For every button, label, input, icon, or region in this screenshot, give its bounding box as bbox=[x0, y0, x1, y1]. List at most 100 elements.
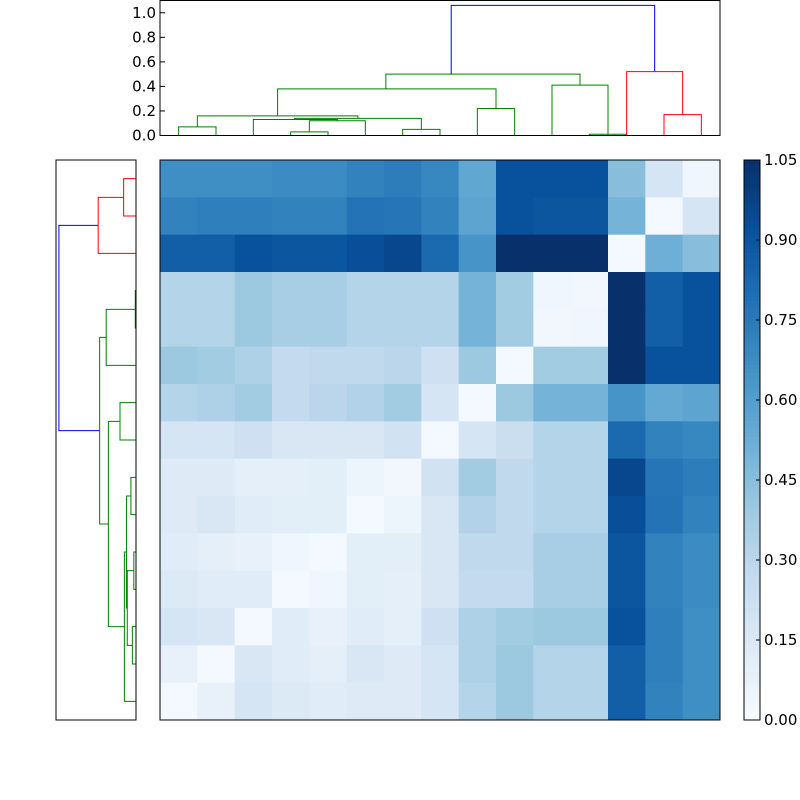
colorbar-segment bbox=[744, 420, 760, 425]
heatmap-cell bbox=[197, 570, 236, 609]
colorbar-segment bbox=[744, 332, 760, 337]
heatmap-cell bbox=[421, 533, 460, 572]
heatmap-cell bbox=[682, 421, 721, 460]
colorbar-gradient bbox=[744, 160, 760, 721]
heatmap-cell bbox=[160, 682, 198, 721]
heatmap-cell bbox=[160, 533, 198, 572]
heatmap-cell bbox=[645, 309, 684, 348]
heatmap-cell bbox=[645, 384, 684, 422]
heatmap-cell bbox=[682, 272, 721, 310]
heatmap-cell bbox=[384, 234, 422, 273]
colorbar-segment bbox=[744, 244, 760, 249]
heatmap-cell bbox=[234, 570, 273, 609]
heatmap-cell bbox=[608, 608, 646, 646]
heatmap-cell bbox=[533, 533, 572, 572]
heatmap-cell bbox=[645, 458, 684, 497]
colorbar-tick-label: 0.45 bbox=[764, 471, 797, 489]
heatmap-cell bbox=[496, 421, 534, 460]
colorbar-segment bbox=[744, 696, 760, 701]
colorbar-segment bbox=[744, 604, 760, 609]
heatmap-cell bbox=[197, 384, 236, 422]
colorbar-segment bbox=[744, 660, 760, 665]
dendrogram-link-blue bbox=[450, 4, 656, 75]
heatmap-cell bbox=[608, 346, 646, 385]
colorbar-segment bbox=[744, 548, 760, 553]
y-tick-label: 0.0 bbox=[132, 127, 156, 145]
colorbar-segment bbox=[744, 276, 760, 281]
heatmap-cell bbox=[645, 346, 684, 385]
heatmap-cell bbox=[645, 645, 684, 684]
heatmap-cell bbox=[197, 234, 236, 273]
colorbar-segment bbox=[744, 440, 760, 445]
heatmap-cell bbox=[160, 309, 198, 348]
colorbar-segment bbox=[744, 240, 760, 245]
heatmap-cell bbox=[682, 645, 721, 684]
colorbar-segment bbox=[744, 520, 760, 525]
heatmap-cell bbox=[458, 421, 497, 460]
heatmap-cell bbox=[384, 384, 422, 422]
heatmap-cell bbox=[608, 197, 646, 236]
heatmap-cell bbox=[272, 309, 310, 348]
heatmap-cell bbox=[458, 570, 497, 609]
dendrogram-link-green bbox=[252, 119, 338, 136]
heatmap-cell bbox=[197, 421, 236, 460]
heatmap-cell bbox=[645, 272, 684, 310]
colorbar-segment bbox=[744, 268, 760, 273]
colorbar-segment bbox=[744, 632, 760, 637]
colorbar-segment bbox=[744, 284, 760, 289]
colorbar-segment bbox=[744, 456, 760, 461]
heatmap-cell bbox=[533, 458, 572, 497]
heatmap-cell bbox=[421, 346, 460, 385]
heatmap-cell bbox=[234, 533, 273, 572]
colorbar-segment bbox=[744, 224, 760, 229]
colorbar-segment bbox=[744, 412, 760, 417]
heatmap-cell bbox=[421, 197, 460, 236]
heatmap-cell bbox=[346, 645, 385, 684]
colorbar-segment bbox=[744, 256, 760, 261]
heatmap-cell bbox=[570, 421, 609, 460]
colorbar-segment bbox=[744, 540, 760, 545]
heatmap-cell bbox=[384, 309, 422, 348]
colorbar-segment bbox=[744, 164, 760, 169]
colorbar-segment bbox=[744, 368, 760, 373]
heatmap-cell bbox=[421, 421, 460, 460]
heatmap-cell bbox=[384, 346, 422, 385]
y-tick-label: 0.2 bbox=[132, 102, 156, 120]
colorbar-segment bbox=[744, 336, 760, 341]
heatmap-cell bbox=[458, 309, 497, 348]
heatmap-cell bbox=[496, 570, 534, 609]
colorbar-segment bbox=[744, 692, 760, 697]
dendrogram-link-green bbox=[277, 88, 497, 116]
heatmap-cell bbox=[197, 309, 236, 348]
left-dendrogram-links bbox=[58, 178, 136, 702]
heatmap-cell bbox=[608, 682, 646, 721]
colorbar-segment bbox=[744, 228, 760, 233]
colorbar-frame bbox=[743, 159, 761, 721]
heatmap-cell bbox=[346, 570, 385, 609]
colorbar-segment bbox=[744, 496, 760, 501]
left-dendrogram bbox=[55, 159, 137, 721]
heatmap-cell bbox=[421, 160, 460, 198]
heatmap-cell bbox=[272, 682, 310, 721]
heatmap-cell bbox=[272, 496, 310, 534]
colorbar-segment bbox=[744, 592, 760, 597]
heatmap-cell bbox=[384, 533, 422, 572]
heatmap-cell bbox=[682, 496, 721, 534]
colorbar-segment bbox=[744, 388, 760, 393]
heatmap-cell bbox=[234, 496, 273, 534]
colorbar-segment bbox=[744, 672, 760, 677]
heatmap-cell bbox=[234, 160, 273, 198]
heatmap-cell bbox=[160, 384, 198, 422]
heatmap-cell bbox=[346, 458, 385, 497]
heatmap-cell bbox=[346, 384, 385, 422]
heatmap-cell bbox=[272, 608, 310, 646]
heatmap-cell bbox=[234, 645, 273, 684]
heatmap-cell bbox=[346, 682, 385, 721]
colorbar-segment bbox=[744, 596, 760, 601]
colorbar-segment bbox=[744, 324, 760, 329]
colorbar-segment bbox=[744, 600, 760, 605]
colorbar-segment bbox=[744, 588, 760, 593]
top-dendrogram-frame bbox=[159, 0, 721, 136]
heatmap-cell bbox=[160, 160, 198, 198]
heatmap-cell bbox=[384, 682, 422, 721]
